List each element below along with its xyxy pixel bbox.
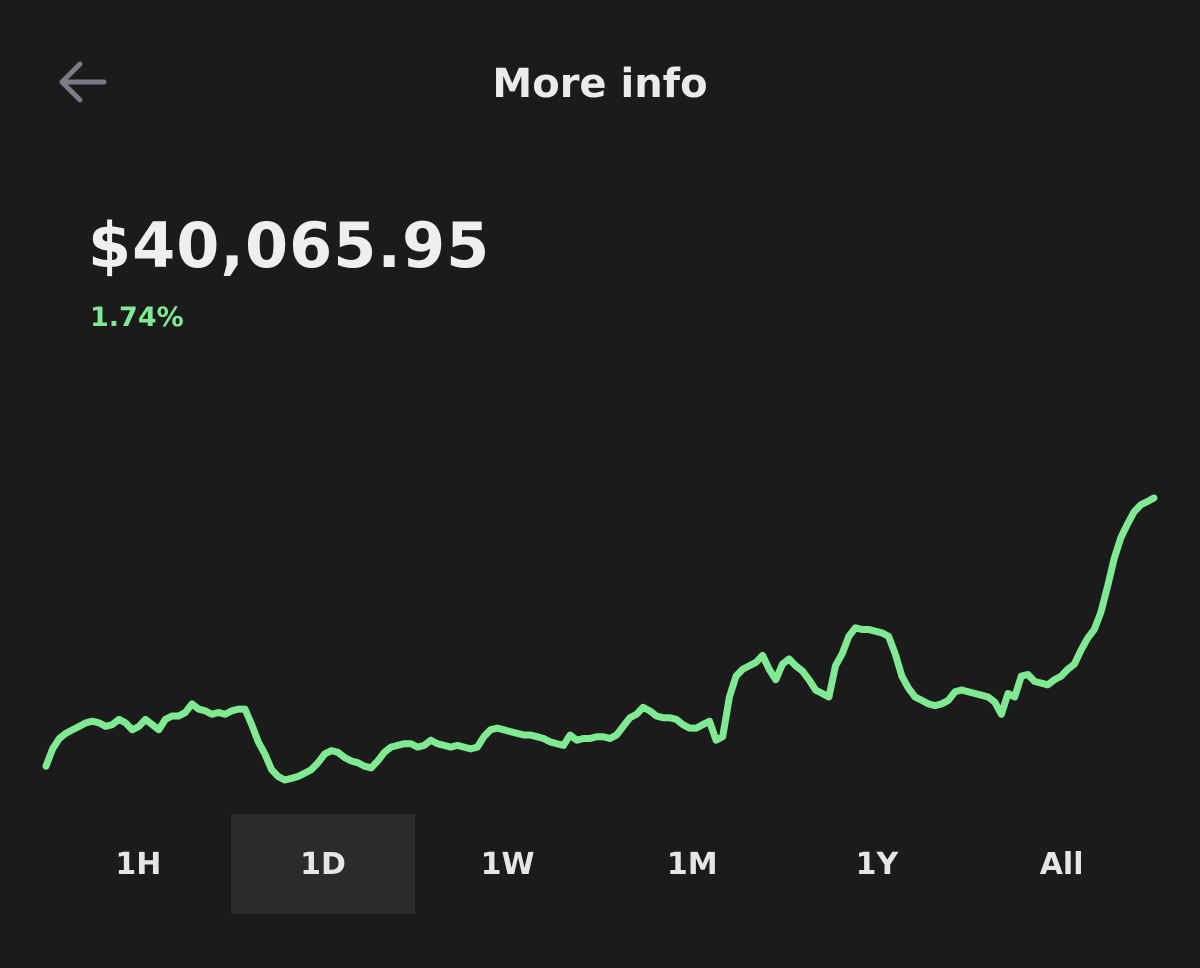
range-tab-1y[interactable]: 1Y: [785, 814, 970, 914]
range-tab-label: 1H: [115, 846, 162, 882]
range-tab-label: 1W: [480, 846, 535, 882]
page-title: More info: [492, 61, 708, 107]
range-tab-1w[interactable]: 1W: [415, 814, 600, 914]
arrow-left-icon: [59, 61, 107, 103]
range-tab-all[interactable]: All: [969, 814, 1154, 914]
range-tab-1m[interactable]: 1M: [600, 814, 785, 914]
price-change-percent: 1.74%: [90, 302, 184, 333]
range-tab-label: 1M: [666, 846, 718, 882]
range-tab-label: All: [1039, 846, 1084, 882]
range-tab-label: 1Y: [855, 846, 899, 882]
time-range-selector: 1H 1D 1W 1M 1Y All: [46, 814, 1154, 914]
price-value: $40,065.95: [88, 209, 491, 282]
back-button[interactable]: [50, 50, 114, 110]
range-tab-1d[interactable]: 1D: [230, 814, 416, 914]
range-tab-label: 1D: [300, 846, 346, 882]
price-line: [42, 494, 1158, 784]
range-tab-1h[interactable]: 1H: [46, 814, 231, 914]
